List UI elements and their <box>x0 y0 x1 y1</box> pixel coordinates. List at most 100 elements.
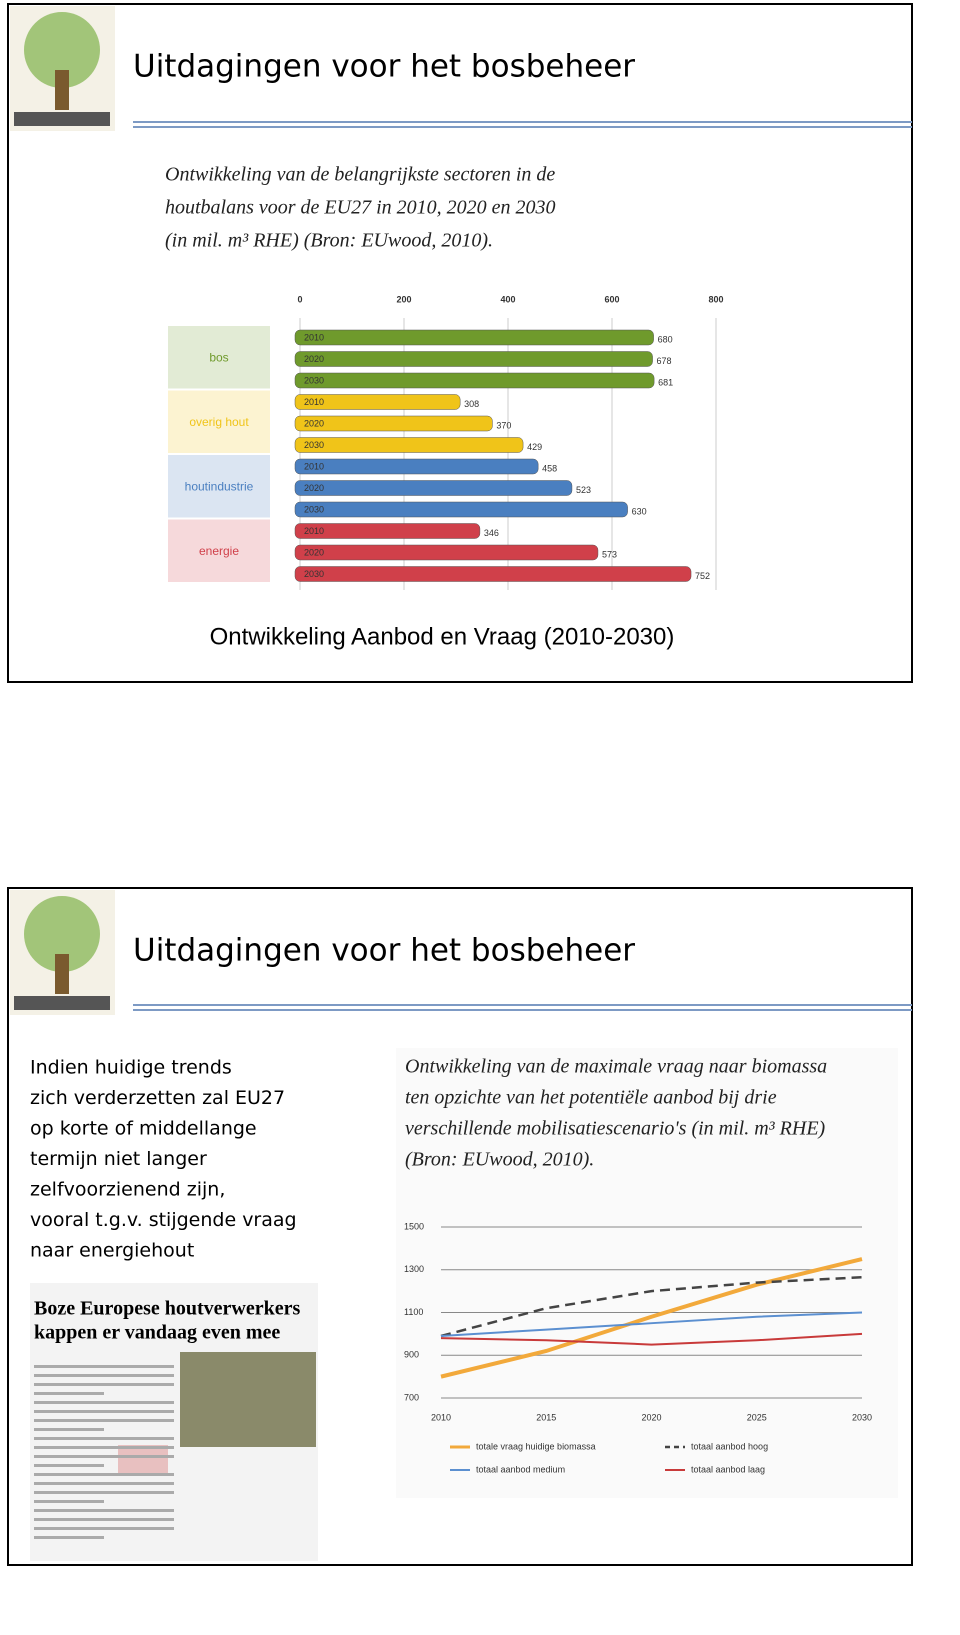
line <box>440 1275 863 1338</box>
value-label: 678 <box>657 356 672 366</box>
bar-category: 2030 <box>304 569 324 579</box>
bar <box>294 480 573 496</box>
bar-category: 2010 <box>304 526 324 536</box>
line <box>440 1332 863 1346</box>
group-label: bos <box>209 350 228 364</box>
bar <box>294 372 655 389</box>
group-box <box>168 455 270 518</box>
group-box <box>168 326 270 389</box>
newspaper-text <box>34 1473 174 1476</box>
value-label: 752 <box>695 571 710 581</box>
title-rule <box>133 121 912 1011</box>
legend-label: totaal aanbod medium <box>476 1464 565 1474</box>
value-label: 680 <box>658 334 673 344</box>
bar <box>294 415 493 432</box>
body-text: termijn niet langer <box>30 1148 207 1170</box>
newspaper-text <box>34 1446 174 1449</box>
newspaper-headline: Boze Europese houtverwerkers <box>34 1298 300 1320</box>
slide-title: Uitdagingen voor het bosbeheer <box>133 49 635 85</box>
newspaper-text <box>34 1374 174 1377</box>
chart-title: Ontwikkeling van de belangrijkste sector… <box>165 164 555 186</box>
bar <box>294 501 628 518</box>
value-label: 458 <box>542 463 557 473</box>
chart-title: houtbalans voor de EU27 in 2010, 2020 en… <box>165 197 556 219</box>
x-tick-label: 2015 <box>536 1412 556 1422</box>
body-text: vooral t.g.v. stijgende vraag <box>30 1209 297 1231</box>
bar-category: 2020 <box>304 547 324 557</box>
bar <box>294 566 692 582</box>
x-tick-label: 600 <box>604 294 619 304</box>
legend-label: totaal aanbod laag <box>691 1464 765 1474</box>
y-tick-label: 700 <box>404 1392 419 1402</box>
value-label: 573 <box>602 549 617 559</box>
bar-category: 2010 <box>304 461 324 471</box>
newspaper-text <box>34 1365 174 1368</box>
x-tick-label: 2030 <box>852 1412 872 1422</box>
value-label: 370 <box>496 420 511 430</box>
newspaper-text <box>34 1428 104 1431</box>
x-tick-label: 400 <box>500 294 515 304</box>
bar-category: 2030 <box>304 440 324 450</box>
newspaper-text <box>34 1392 104 1395</box>
chart-title: ten opzichte van het potentiële aanbod b… <box>405 1087 777 1109</box>
group-box <box>168 390 270 453</box>
slide-caption: Ontwikkeling Aanbod en Vraag (2010-2030) <box>210 623 675 650</box>
bar-category: 2030 <box>304 504 324 514</box>
body-text: zich verderzetten zal EU27 <box>30 1087 285 1109</box>
bar <box>294 437 524 453</box>
bar-category: 2010 <box>304 332 324 342</box>
bar <box>294 458 539 475</box>
logo <box>10 890 115 1015</box>
y-tick-label: 900 <box>404 1350 419 1360</box>
newspaper-text <box>34 1509 174 1512</box>
slide-frame <box>7 3 913 683</box>
bar-category: 2020 <box>304 354 324 364</box>
newspaper-headline: kappen er vandaag even mee <box>34 1322 280 1344</box>
body-text: zelfvoorzienend zijn, <box>30 1179 225 1201</box>
line <box>440 1257 863 1379</box>
newspaper-text <box>34 1491 174 1494</box>
slide-title: Uitdagingen voor het bosbeheer <box>133 933 635 969</box>
group-box <box>168 519 270 582</box>
newspaper-text <box>34 1401 174 1404</box>
newspaper-text <box>34 1500 104 1503</box>
group-label: energie <box>199 544 239 558</box>
legend-label: totale vraag huidige biomassa <box>476 1441 596 1451</box>
bar <box>294 394 461 410</box>
newspaper-text <box>34 1464 104 1467</box>
x-tick-label: 2025 <box>747 1412 767 1422</box>
legend-label: totaal aanbod hoog <box>691 1441 768 1451</box>
newspaper-text <box>34 1455 174 1458</box>
value-label: 681 <box>658 377 673 387</box>
value-label: 429 <box>527 442 542 452</box>
x-tick-label: 2010 <box>431 1412 451 1422</box>
newspaper-text <box>34 1518 174 1521</box>
x-tick-label: 800 <box>708 294 723 304</box>
y-tick-label: 1300 <box>404 1264 424 1274</box>
value-label: 630 <box>632 506 647 516</box>
chart-bg <box>396 1048 898 1498</box>
body-text: naar energiehout <box>30 1240 194 1262</box>
group-label: houtindustrie <box>185 479 254 493</box>
value-label: 308 <box>464 399 479 409</box>
bar-category: 2020 <box>304 483 324 493</box>
value-label: 523 <box>576 485 591 495</box>
chart-title: (Bron: EUwood, 2010). <box>405 1149 594 1171</box>
group-label: overig hout <box>189 415 249 429</box>
slide-frame <box>7 887 913 1566</box>
bar <box>294 523 481 539</box>
bar <box>294 544 599 561</box>
body-text: Indien huidige trends <box>30 1057 232 1079</box>
newspaper-text <box>34 1410 174 1413</box>
value-label: 346 <box>484 528 499 538</box>
x-tick-label: 0 <box>297 294 302 304</box>
x-tick-label: 200 <box>396 294 411 304</box>
line <box>440 1311 863 1338</box>
y-tick-label: 1500 <box>404 1221 424 1231</box>
chart-title: Ontwikkeling van de maximale vraag naar … <box>405 1056 827 1078</box>
chart-title: verschillende mobilisatiescenario's (in … <box>405 1118 826 1140</box>
bar-category: 2010 <box>304 397 324 407</box>
newspaper-text <box>34 1536 104 1539</box>
logo <box>10 6 115 131</box>
